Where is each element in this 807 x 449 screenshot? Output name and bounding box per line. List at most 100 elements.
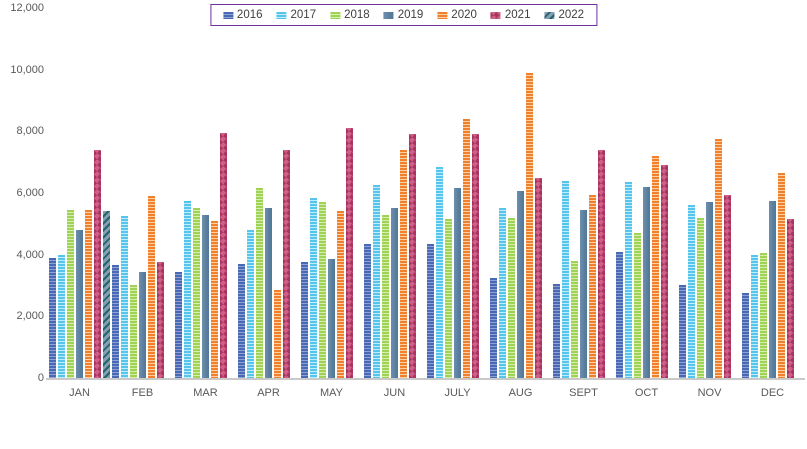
bar-2018-dec (760, 253, 767, 378)
bar-2019-july (454, 188, 461, 378)
bar-2016-feb (112, 265, 119, 378)
bar-2021-oct (661, 165, 668, 378)
bar-2017-nov (688, 205, 695, 378)
bar-2017-oct (625, 182, 632, 378)
bar-2016-mar (175, 272, 182, 378)
bar-2020-july (463, 119, 470, 378)
bar-slot (607, 8, 614, 378)
bar-slot (436, 8, 443, 378)
bar-2020-oct (652, 156, 659, 378)
bar-slot (94, 8, 101, 378)
y-tick-label: 0 (37, 372, 44, 384)
bar-2022-jan (103, 211, 110, 378)
bar-2021-may (346, 128, 353, 378)
bar-slot (544, 8, 551, 378)
bar-slot (148, 8, 155, 378)
bar-slot (310, 8, 317, 378)
bar-slot (139, 8, 146, 378)
y-tick-label: 4,000 (16, 248, 44, 261)
bar-2019-oct (643, 187, 650, 378)
bar-slot (292, 8, 299, 378)
bar-slot (193, 8, 200, 378)
bar-2019-aug (517, 191, 524, 378)
bar-2021-sept (598, 150, 605, 378)
legend-swatch-icon (490, 11, 501, 19)
bar-slot (220, 8, 227, 378)
bar-2021-nov (724, 195, 731, 378)
x-label-oct: OCT (634, 387, 659, 399)
bar-group-may (300, 8, 363, 378)
bar-slot (337, 8, 344, 378)
bar-slot (715, 8, 722, 378)
bar-slot (616, 8, 623, 378)
bar-2017-july (436, 167, 443, 378)
bar-slot (427, 8, 434, 378)
legend-swatch-icon (437, 11, 448, 19)
bar-2019-feb (139, 272, 146, 378)
bar-2019-mar (202, 215, 209, 378)
bar-slot (283, 8, 290, 378)
legend-label: 2019 (397, 9, 424, 21)
bar-slot (778, 8, 785, 378)
bar-slot (652, 8, 659, 378)
bar-slot (400, 8, 407, 378)
bar-slot (382, 8, 389, 378)
bar-slot (454, 8, 461, 378)
bar-2020-dec (778, 173, 785, 378)
bar-slot (706, 8, 713, 378)
bar-slot (490, 8, 497, 378)
x-label-jan: JAN (69, 387, 90, 399)
bar-slot (760, 8, 767, 378)
legend-item-2021: 2021 (490, 9, 530, 21)
bar-group-mar (174, 8, 237, 378)
y-tick-label: 12,000 (10, 2, 44, 14)
bar-slot (517, 8, 524, 378)
bar-slot (769, 8, 776, 378)
chart-legend: 2016 2017 2018 2019 2020 2021 2022 (209, 4, 598, 26)
bar-2016-oct (616, 252, 623, 378)
x-label-feb: FEB (131, 387, 154, 399)
bar-2019-sept (580, 210, 587, 378)
bar-group-apr (237, 8, 300, 378)
legend-item-2020: 2020 (437, 9, 477, 21)
bar-slot (103, 8, 110, 378)
legend-swatch-icon (383, 11, 394, 19)
bar-group-july (426, 8, 489, 378)
bar-slot (598, 8, 605, 378)
bar-2018-jan (67, 210, 74, 378)
bar-slot (535, 8, 542, 378)
bar-2020-jan (85, 210, 92, 378)
x-label-jun: JUN (383, 387, 406, 399)
bar-slot (67, 8, 74, 378)
bar-2018-mar (193, 208, 200, 378)
legend-item-2019: 2019 (383, 9, 424, 21)
plot-area (48, 8, 804, 378)
bar-2021-jan (94, 150, 101, 378)
x-label-july: JULY (444, 387, 471, 399)
bar-2019-may (328, 259, 335, 378)
legend-item-2016: 2016 (222, 9, 263, 21)
bar-slot (58, 8, 65, 378)
legend-swatch-icon (330, 11, 341, 19)
legend-label: 2017 (290, 9, 317, 21)
bar-2021-mar (220, 133, 227, 378)
bar-slot (670, 8, 677, 378)
bar-group-aug (489, 8, 552, 378)
bar-slot (202, 8, 209, 378)
bar-2020-sept (589, 195, 596, 378)
bar-2020-feb (148, 196, 155, 378)
bar-slot (373, 8, 380, 378)
y-tick-label: 6,000 (16, 187, 44, 199)
x-label-aug: AUG (508, 387, 533, 399)
bar-slot (742, 8, 749, 378)
bar-slot (796, 8, 803, 378)
y-tick-label: 8,000 (16, 125, 44, 138)
bar-group-oct (615, 8, 678, 378)
legend-item-2017: 2017 (276, 9, 317, 21)
bar-slot (463, 8, 470, 378)
bar-slot (751, 8, 758, 378)
bar-slot (85, 8, 92, 378)
bar-slot (76, 8, 83, 378)
bar-group-feb (111, 8, 174, 378)
